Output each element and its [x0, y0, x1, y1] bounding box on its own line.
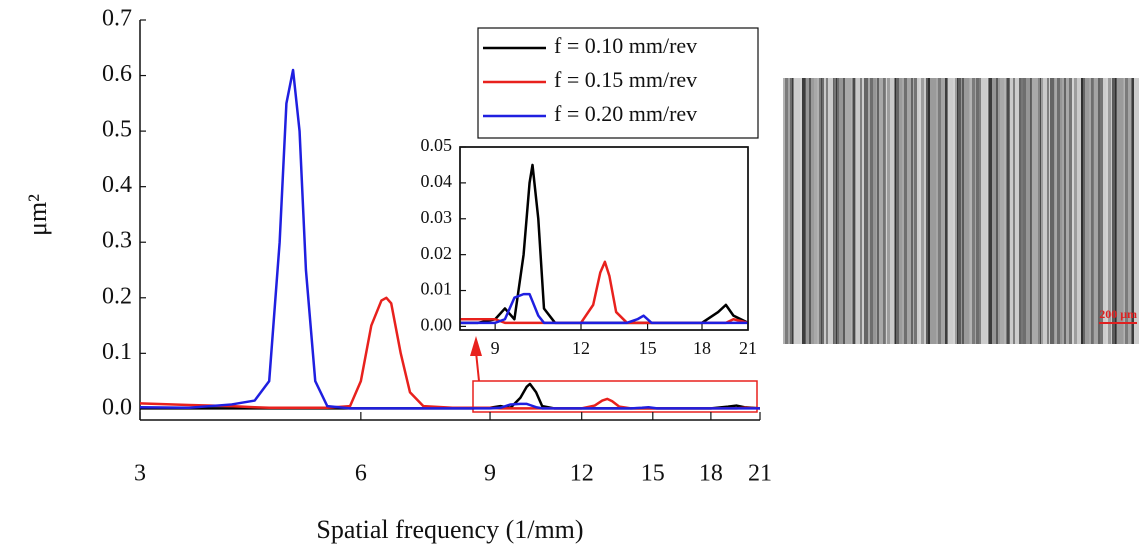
plot-lines: [460, 163, 748, 325]
y-tick-label: 0.1: [102, 339, 132, 365]
y-tick-label: 0.03: [421, 207, 453, 227]
zoom-region: [472, 380, 758, 413]
y-tick-label: 0.5: [102, 117, 132, 143]
legend-label: f = 0.10 mm/rev: [554, 33, 697, 58]
y-tick-label: 0.05: [421, 135, 453, 155]
x-tick-label: 18: [693, 338, 711, 358]
x-tick-label: 18: [699, 461, 723, 487]
y-tick-label: 0.04: [421, 171, 453, 191]
x-tick-label: 6: [355, 461, 367, 487]
inset-frame: [459, 146, 749, 331]
y-tick-label: 0.2: [102, 283, 132, 309]
zoom-arrow: [475, 351, 480, 382]
x-tick-label: 9: [484, 461, 496, 487]
micrograph: 200 μm: [783, 78, 1139, 344]
y-tick-label: 0.02: [421, 243, 453, 263]
legend-label: f = 0.20 mm/rev: [554, 101, 697, 126]
x-tick-label: 3: [134, 461, 146, 487]
series-line: [460, 292, 748, 325]
zoom-arrow-head: [470, 336, 482, 356]
x-tick-label: 15: [639, 338, 657, 358]
scale-bar: 200 μm: [1099, 307, 1137, 324]
x-tick-label: 21: [748, 461, 772, 487]
x-tick-label: 12: [570, 461, 594, 487]
series-line: [140, 68, 760, 410]
y-tick-label: 0.6: [102, 61, 132, 87]
y-tick-label: 0.00: [421, 315, 453, 335]
inset-border: [459, 146, 749, 331]
y-axis-label: μm²: [23, 194, 52, 236]
y-tick-label: 0.3: [102, 228, 132, 254]
y-tick-label: 0.7: [102, 6, 132, 32]
legend-label: f = 0.15 mm/rev: [554, 67, 697, 92]
y-tick-label: 0.01: [421, 279, 453, 299]
x-axis-label: Spatial frequency (1/mm): [316, 515, 583, 544]
plot-lines: [140, 68, 760, 410]
x-tick-label: 9: [491, 338, 500, 358]
y-tick-label: 0.4: [102, 172, 132, 198]
x-tick-label: 15: [641, 461, 665, 487]
chart: Spatial frequency (1/mm) μm² 0.0 0.1 0.2 0.…: [23, 6, 772, 544]
y-tick-label: 0.0: [102, 394, 132, 420]
x-tick-label: 12: [572, 338, 590, 358]
x-tick-label: 21: [739, 338, 757, 358]
